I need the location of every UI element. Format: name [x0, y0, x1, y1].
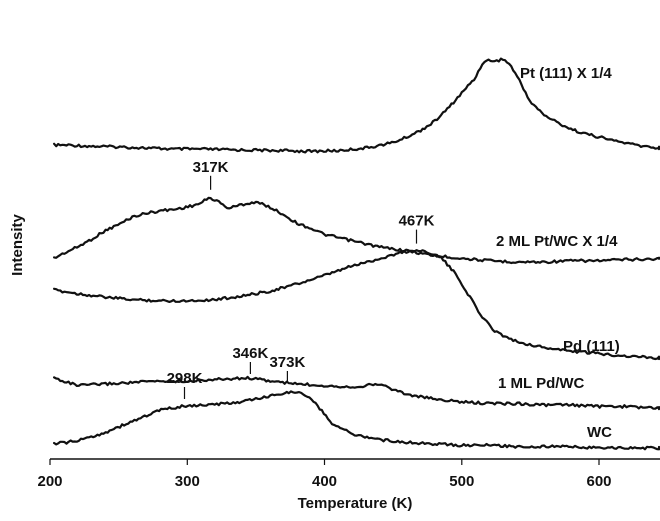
x-tick-label: 200	[37, 473, 62, 490]
peak-annotations: 317K 467K 346K 298K 373K	[167, 159, 435, 399]
series-curves	[52, 57, 660, 451]
x-tick-label: 400	[312, 473, 337, 490]
series-line-2	[52, 196, 660, 265]
x-axis-ticks: 200 300 400 500 600	[37, 459, 612, 490]
series-label-4: 1 ML Pd/WC	[498, 375, 585, 392]
series-label-2: 2 ML Pt/WC X 1/4	[496, 233, 618, 250]
series-label-5: WC	[587, 424, 612, 441]
x-tick-label: 600	[586, 473, 611, 490]
x-tick-label: 300	[175, 473, 200, 490]
series-labels: Pt (111) X 1/4 2 ML Pt/WC X 1/4 Pd (111) 1 …	[496, 65, 620, 441]
series-line-3	[52, 249, 660, 361]
annotation-label: 298K	[167, 370, 203, 387]
x-tick-label: 500	[449, 473, 474, 490]
annotation-label: 346K	[232, 345, 268, 362]
series-line-5	[52, 390, 660, 451]
series-line-1	[52, 57, 660, 154]
annotation-label: 467K	[399, 213, 435, 230]
annotation-label: 373K	[269, 354, 305, 371]
x-axis-title: Temperature (K)	[298, 495, 413, 512]
annotation-label: 317K	[193, 159, 229, 176]
series-label-1: Pt (111) X 1/4	[520, 65, 612, 82]
series-label-3: Pd (111)	[563, 338, 620, 355]
y-axis-title: Intensity	[9, 214, 26, 276]
series-line-4	[52, 375, 660, 411]
